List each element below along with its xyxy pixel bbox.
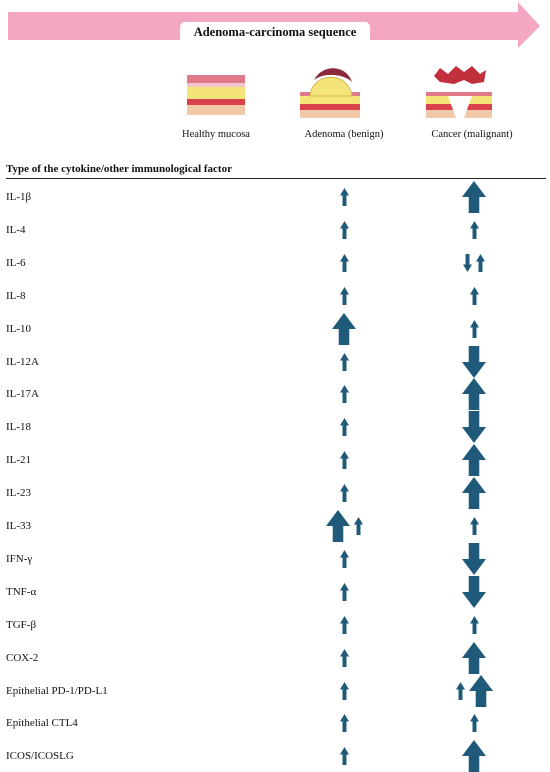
cancer-illustration: [426, 66, 492, 118]
adenoma-arrow-up-small: [339, 747, 349, 766]
adenoma-arrow-up-small: [339, 451, 349, 470]
cancer-arrow-down-large: [462, 411, 486, 444]
cancer-arrow-up-large: [462, 740, 486, 772]
cancer-arrow-up-small: [469, 286, 479, 305]
adenoma-arrow-up-large: [332, 312, 356, 345]
column-header: Type of the cytokine/other immunological…: [6, 163, 232, 175]
adenoma-arrow-up-small: [339, 615, 349, 634]
factor-label: IL-17A: [6, 388, 39, 401]
adenoma-illustration: [300, 68, 360, 118]
adenoma-arrow-up-small: [339, 484, 349, 503]
stage-label-healthy: Healthy mucosa: [182, 129, 250, 140]
cancer-arrow-up-small-2: [476, 253, 485, 272]
cancer-arrow-up-small: [469, 714, 479, 733]
cancer-arrow-up-large: [462, 444, 486, 477]
factor-label: IL-1β: [6, 191, 32, 203]
cancer-arrow-up-small: [469, 220, 479, 239]
adenoma-arrow-up-large-1: [325, 510, 350, 542]
adenoma-arrow-up-small: [339, 714, 349, 733]
factor-label: IL-12A: [6, 355, 39, 368]
cancer-arrow-up-large: [462, 378, 486, 411]
cancer-arrow-down-large: [462, 575, 486, 608]
adenoma-arrow-up-small: [339, 253, 349, 272]
factor-label: IL-33: [6, 520, 32, 532]
cancer-arrow-up-small: [469, 517, 479, 535]
adenoma-arrow-up-small: [339, 648, 349, 667]
stage-label-adenoma: Adenoma (benign): [304, 129, 384, 140]
header-divider: [6, 178, 546, 179]
factor-label: COX-2: [6, 651, 39, 664]
adenoma-arrow-up-small: [339, 188, 349, 206]
factor-label: IFN-γ: [6, 552, 33, 565]
cancer-arrow-down-large: [462, 542, 486, 575]
factor-label: IL-8: [6, 289, 26, 302]
factor-label: Epithelial CTL4: [6, 717, 78, 730]
healthy-mucosa-illustration: [187, 75, 245, 115]
adenoma-arrow-up-small: [339, 385, 349, 404]
adenoma-arrow-up-small: [339, 549, 349, 568]
factor-label: IL-4: [6, 223, 26, 236]
cancer-arrow-up-large: [462, 641, 486, 674]
cancer-arrow-up-small: [469, 615, 479, 634]
adenoma-arrow-up-small: [339, 352, 349, 371]
cancer-arrow-down-large: [462, 345, 486, 378]
cancer-arrow-up-small-1: [455, 681, 465, 700]
adenoma-arrow-up-small: [339, 418, 349, 437]
factor-label: IL-23: [6, 487, 32, 500]
factor-label: Epithelial PD-1/PD-L1: [6, 684, 108, 697]
cancer-arrow-up-large: [462, 477, 486, 510]
factor-label: TGF-β: [6, 618, 37, 631]
cancer-arrow-down-small-1: [463, 253, 472, 272]
factor-label: IL-10: [6, 322, 32, 335]
factor-label: IL-21: [6, 454, 32, 467]
stage-label-cancer: Cancer (malignant): [431, 129, 513, 140]
factor-label: ICOS/ICOSLG: [6, 750, 74, 763]
adenoma-arrow-up-small: [339, 220, 349, 239]
factor-label: IL-18: [6, 421, 32, 434]
adenoma-arrow-up-small-2: [353, 517, 363, 535]
adenoma-arrow-up-small: [339, 582, 349, 601]
factor-label: TNF-α: [6, 585, 37, 598]
cancer-arrow-up-large-2: [468, 674, 493, 707]
adenoma-arrow-up-small: [339, 681, 349, 700]
factor-label: IL-6: [6, 256, 26, 269]
adenoma-arrow-up-small: [339, 286, 349, 305]
cancer-arrow-up-small: [469, 319, 479, 338]
cancer-arrow-up-large: [462, 181, 486, 213]
sequence-title: Adenoma-carcinoma sequence: [180, 22, 370, 43]
